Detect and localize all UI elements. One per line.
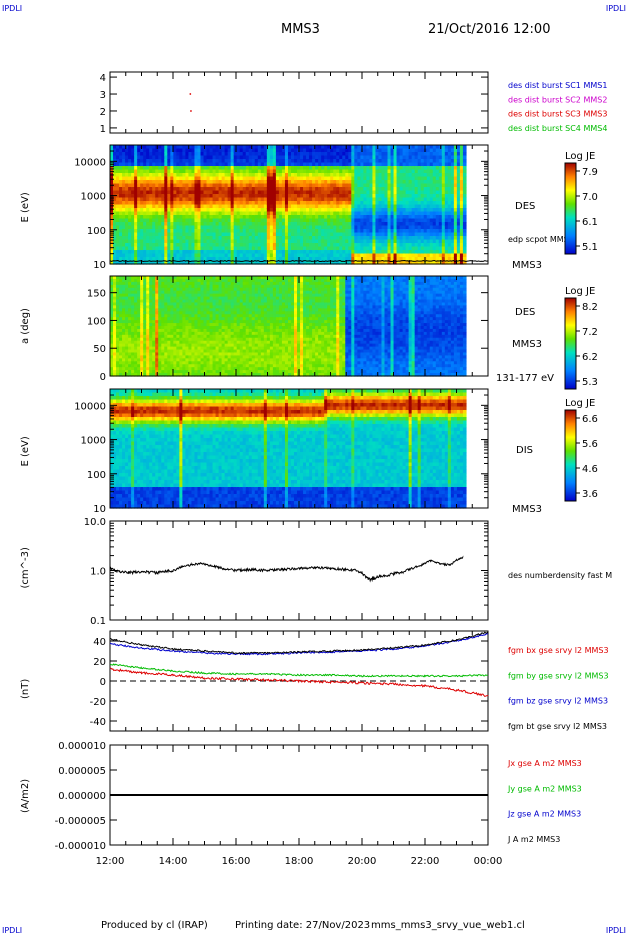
des-energy-label: DES (515, 201, 535, 212)
des-energy-cell (463, 177, 467, 181)
des-energy-cell (463, 226, 467, 230)
des-energy-cell (463, 163, 467, 167)
des-energy-tick-label: 100 (87, 226, 106, 237)
burst-legend-2: des dist burst SC3 MMS3 (508, 110, 607, 119)
des-energy-colorbar (565, 163, 576, 254)
burst-point (190, 110, 192, 112)
des-energy-cell (463, 236, 467, 240)
burst-tick-label: 2 (100, 107, 106, 118)
des-energy-cell (463, 194, 467, 198)
des-energy-colorbar-label: 7.9 (582, 167, 598, 178)
des-energy-cell (463, 152, 467, 156)
burst-tick-label: 3 (100, 90, 106, 101)
des-energy-cell (463, 254, 467, 258)
des-energy-cell (463, 187, 467, 191)
des-energy-tick-label: 10000 (74, 157, 106, 168)
burst-tick-label: 4 (100, 73, 106, 84)
burst-legend-3: des dist burst SC4 MMS4 (508, 124, 607, 133)
des-energy-ylabel: E (eV) (20, 192, 31, 222)
des-energy-cell (463, 166, 467, 170)
burst-legend-0: des dist burst SC1 MMS1 (508, 81, 607, 90)
des-energy-cell (463, 215, 467, 219)
burst-frame (110, 72, 488, 133)
burst-point (189, 93, 191, 95)
des-energy-colorbar-title: Log JE (565, 151, 595, 162)
des-energy-cell (463, 247, 467, 251)
des-energy-cell (463, 243, 467, 247)
des-energy-cell (463, 208, 467, 212)
des-energy-colorbar-label: 5.1 (582, 242, 598, 253)
des-energy-cell (463, 233, 467, 237)
des-energy-cell (463, 173, 467, 177)
des-energy-cell (463, 191, 467, 195)
des-energy-cell (463, 212, 467, 216)
des-energy-sublabel: MMS3 (512, 260, 542, 271)
des-energy-tick-label: 10 (93, 260, 106, 271)
des-energy-cell (463, 170, 467, 174)
burst-legend-1: des dist burst SC2 MMS2 (508, 95, 607, 104)
des-energy-cell (463, 156, 467, 160)
des-energy-cell (463, 219, 467, 223)
des-energy-overlay-label: edp scpot MMS3 (508, 235, 574, 244)
des-energy-cell (463, 198, 467, 202)
des-energy-cell (463, 159, 467, 163)
des-energy-cell (463, 149, 467, 153)
burst-tick-label: 1 (100, 124, 106, 135)
des-energy-colorbar-label: 7.0 (582, 192, 598, 203)
des-energy-cell (463, 180, 467, 184)
des-energy-cell (463, 250, 467, 254)
des-energy-cell (463, 240, 467, 244)
des-energy-cell (463, 229, 467, 233)
des-energy-cell (463, 205, 467, 209)
des-energy-tick-label: 1000 (81, 192, 106, 203)
des-energy-cell (463, 201, 467, 205)
des-energy-cell (463, 222, 467, 226)
des-energy-cell (463, 145, 467, 149)
des-energy-colorbar-label: 6.1 (582, 217, 598, 228)
des-energy-cell (463, 184, 467, 188)
